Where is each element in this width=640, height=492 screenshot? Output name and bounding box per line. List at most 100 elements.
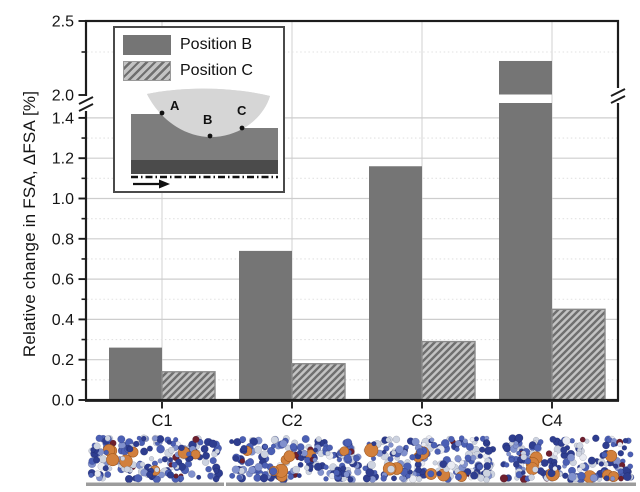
axis-break-gap — [613, 88, 623, 103]
bar-position-c-c4 — [551, 308, 606, 401]
particle — [336, 457, 343, 463]
particle — [533, 444, 542, 452]
particle — [545, 450, 553, 457]
legend: Position B Position C — [115, 28, 283, 81]
particle — [102, 465, 109, 472]
particle — [187, 470, 196, 478]
particle — [347, 476, 354, 483]
bar-position-c-c1 — [161, 371, 216, 401]
particle-simulation-strips — [86, 433, 636, 486]
legend-swatch-hatched — [123, 60, 171, 81]
particle — [553, 451, 558, 457]
legend-item-position-b: Position B — [123, 34, 283, 55]
particle — [576, 442, 584, 450]
particle — [90, 447, 96, 453]
particle — [132, 440, 140, 448]
particle — [270, 436, 279, 444]
particle — [323, 476, 329, 482]
particle — [270, 443, 276, 449]
bar-position-b-c4-upper — [499, 60, 552, 95]
particle — [239, 458, 246, 464]
particle — [156, 444, 165, 454]
x-tick-label: C3 — [411, 412, 432, 430]
particle — [239, 435, 247, 443]
particle — [103, 449, 109, 456]
particle — [411, 437, 420, 446]
axis-break-marks — [78, 88, 626, 112]
bar-position-b-c1 — [109, 347, 162, 400]
legend-label-position-b: Position B — [180, 35, 253, 53]
legend-item-position-c: Position C — [123, 60, 283, 81]
particle — [520, 470, 526, 476]
particle — [248, 466, 256, 474]
particle — [214, 448, 220, 454]
particle — [312, 457, 318, 463]
particle — [313, 462, 323, 472]
particle — [140, 435, 147, 442]
particle — [146, 445, 153, 452]
particle — [231, 465, 240, 474]
particle-strip-c3 — [360, 435, 498, 486]
particle — [610, 476, 616, 482]
particle — [567, 453, 576, 462]
particle — [196, 474, 202, 480]
particle — [483, 462, 492, 470]
particle — [416, 475, 423, 483]
particle — [617, 468, 624, 475]
particle — [506, 451, 512, 457]
axis-ticks-and-labels: 0.0 0.2 0.4 0.6 0.8 1.0 1.2 1.4 2.0 2.5 C1 C2 C3 C4 — [52, 14, 563, 431]
particle — [326, 444, 333, 451]
y-tick-label: 0.0 — [52, 393, 74, 410]
particle — [579, 436, 586, 443]
particle — [623, 472, 632, 482]
axis-break-slash — [78, 103, 94, 112]
particle — [610, 442, 616, 448]
particle — [465, 442, 474, 451]
particle — [473, 436, 480, 442]
particle-strip-c4 — [498, 433, 636, 486]
particle — [365, 468, 374, 477]
particle — [133, 474, 143, 483]
particle — [549, 435, 557, 443]
particle — [464, 454, 472, 462]
particle — [477, 453, 483, 459]
point-label-a: A — [170, 98, 180, 113]
y-tick-label: 0.6 — [52, 272, 74, 289]
legend-swatch-solid — [123, 34, 171, 55]
particle — [436, 470, 442, 477]
particle — [577, 466, 583, 473]
particle — [387, 465, 395, 474]
bar-position-b-c2 — [239, 250, 292, 400]
particle — [301, 434, 310, 443]
particle — [447, 461, 456, 470]
y-tick-label: 1.2 — [52, 151, 74, 168]
indenter-ball-overlay — [147, 88, 270, 137]
particle — [458, 435, 465, 441]
particle — [104, 435, 111, 442]
particle — [254, 462, 263, 472]
particle — [269, 467, 278, 476]
particle — [354, 468, 362, 476]
particle — [340, 465, 347, 472]
legend-label-position-c: Position C — [180, 61, 253, 79]
x-tick-label: C1 — [151, 412, 172, 430]
particle — [158, 471, 165, 479]
axis-break-gap — [81, 96, 91, 111]
y-tick-label: 2.5 — [52, 14, 74, 31]
contact-schematic: A B C — [131, 88, 278, 189]
particle — [416, 448, 424, 456]
particle — [343, 471, 350, 478]
particle-large — [283, 450, 296, 463]
particle — [448, 435, 455, 443]
particle — [403, 444, 409, 450]
particle-strip-c2 — [226, 434, 364, 486]
sliding-direction-arrowhead — [159, 179, 170, 189]
particle — [323, 464, 329, 471]
particle — [246, 458, 255, 466]
particle — [207, 472, 214, 479]
particle — [388, 442, 394, 448]
particle — [587, 456, 596, 465]
particle — [343, 438, 353, 447]
particle — [627, 451, 634, 458]
particle — [399, 475, 405, 481]
